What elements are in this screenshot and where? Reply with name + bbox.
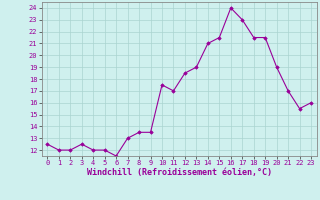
X-axis label: Windchill (Refroidissement éolien,°C): Windchill (Refroidissement éolien,°C)	[87, 168, 272, 177]
